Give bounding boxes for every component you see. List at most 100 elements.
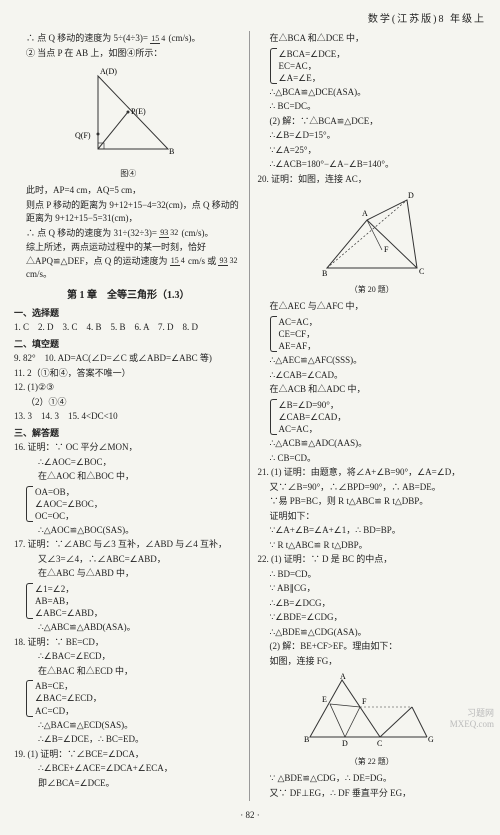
text: ∠BCA=∠DCE， (279, 48, 346, 60)
text: 此时，AP=4 cm，AQ=5 cm， (14, 184, 243, 198)
text: 22. (1) 证明：∵ D 是 BC 的中点， (258, 553, 487, 567)
text: ② 当点 P 在 AB 上，如图④所示： (14, 47, 243, 61)
label-G: G (428, 735, 434, 744)
content-columns: ∴ 点 Q 移动的速度为 5÷(4÷3)= 154 (cm/s)。 ② 当点 P… (14, 31, 486, 801)
brace-icon (26, 583, 33, 619)
watermark: 习题网 MXEQ.com (450, 708, 494, 730)
section-select: 一、选择题 (14, 307, 243, 321)
text: CE=CF， (279, 328, 318, 340)
text: ∴∠AOC=∠BOC， (14, 456, 243, 470)
text: 在△AEC 与△AFC 中， (258, 300, 487, 314)
fig-caption: 图④ (14, 168, 243, 180)
text: ∠BAC=∠ECD， (35, 692, 102, 704)
text: 13. 3 14. 3 15. 4<DC<10 (14, 410, 243, 424)
text: ∴△ACB≌△ADC(AAS)。 (258, 437, 487, 451)
text: AC=CD， (35, 705, 102, 717)
text: ∵∠BDE=∠CDG， (258, 611, 487, 625)
text: EC=AC， (279, 60, 346, 72)
brace-group: ∠1=∠2， AB=AB， ∠ABC=∠ABD， (26, 583, 243, 619)
label-P: P(E) (131, 107, 146, 116)
text: ∴ CB=CD。 (258, 452, 487, 466)
label-A: A(D) (100, 67, 117, 76)
num: 15 (170, 256, 180, 266)
den: 4 (180, 256, 186, 265)
text: ∵ AB∥CG， (258, 582, 487, 596)
page-header: 数学(江苏版)8 年级上 (14, 12, 486, 27)
text: ∴△BAC≌△ECD(SAS)。 (14, 719, 243, 733)
text: ∴ BC=DC。 (258, 100, 487, 114)
chapter-title: 第 1 章 全等三角形（1.3） (14, 288, 243, 303)
text: ∴△BCA≌△DCE(ASA)。 (258, 86, 487, 100)
fraction: 154 (150, 35, 166, 43)
num: 93 (218, 256, 228, 266)
text: AB=CE， (35, 680, 102, 692)
text: ∴△AEC≌△AFC(SSS)。 (258, 354, 487, 368)
brace-group: ∠BCA=∠DCE， EC=AC， ∠A=∠E， (270, 48, 487, 84)
txt: (cm/s)。 (168, 33, 200, 43)
num: 15 (150, 34, 160, 44)
watermark-line: 习题网 (450, 708, 494, 719)
text: 在△BCA 和△DCE 中， (258, 32, 487, 46)
brace-icon (270, 399, 277, 435)
text: 16. 证明：∵ OC 平分∠MON， (14, 441, 243, 455)
page-footer: · 82 · (14, 809, 486, 823)
txt: cm/s 或 (188, 256, 216, 266)
text: 19. (1) 证明：∵∠BCE=∠DCA， (14, 748, 243, 762)
text: ∴∠CAB=∠CAD。 (258, 369, 487, 383)
section-fill: 二、填空题 (14, 338, 243, 352)
text: 在△ABC 与△ABD 中， (14, 567, 243, 581)
text: 又∠3=∠4，∴∠ABC=∠ABD， (14, 553, 243, 567)
text: AE=AF， (279, 340, 318, 352)
fraction: 154 (170, 257, 186, 265)
text: ∴△ABC≌△ABD(ASA)。 (14, 621, 243, 635)
text: 11. 2（①和④，答案不唯一） (14, 367, 243, 381)
label-C: C (419, 267, 424, 276)
text: 如图，连接 FG， (258, 655, 487, 669)
text: ∵∠A+∠B=∠A+∠1，∴ BD=BP。 (258, 524, 487, 538)
text: AC=AC， (279, 316, 318, 328)
text: (2) 解：BE+CF>EF。理由如下： (258, 640, 487, 654)
den: 4 (160, 34, 166, 43)
text: (2) 解：∵△BCA≌△DCE， (258, 115, 487, 129)
label-F: F (362, 697, 367, 706)
label-F: F (384, 245, 389, 254)
text: ∴∠B=∠DCG， (258, 597, 487, 611)
text: ∠A=∠E， (279, 72, 346, 84)
fig-caption: （第 20 题） (258, 284, 487, 296)
text: ∴∠BCE+∠ACE=∠DCA+∠ECA， (14, 762, 243, 776)
fig-caption: （第 22 题） (258, 756, 487, 768)
text: AC=AC， (279, 423, 347, 435)
text: 21. (1) 证明：由题意，将∠A+∠B=90°，∠A=∠D， (258, 466, 487, 480)
fraction: 9332 (159, 229, 179, 237)
text: 18. 证明：∵ BE=CD， (14, 636, 243, 650)
text: 则点 P 移动的距离为 9+12+15−4=32(cm)，点 Q 移动的距离为 … (14, 199, 243, 226)
section-answer: 三、解答题 (14, 427, 243, 441)
text: ∴ 点 Q 移动的速度为 31÷(32÷3)= 9332 (cm/s)。 (14, 227, 243, 241)
left-column: ∴ 点 Q 移动的速度为 5÷(4÷3)= 154 (cm/s)。 ② 当点 P… (14, 31, 250, 801)
figure-20: B A D C F (312, 190, 432, 280)
den: 32 (228, 256, 238, 265)
txt: (cm/s)。 (181, 228, 213, 238)
text: ∠1=∠2， (35, 583, 103, 595)
label-B: B (304, 735, 309, 744)
brace-group: AC=AC， CE=CF， AE=AF， (270, 316, 487, 352)
text: 在△AOC 和△BOC 中， (14, 470, 243, 484)
label-D: D (342, 739, 348, 748)
text: ∠ABC=∠ABD， (35, 607, 103, 619)
txt: cm/s。 (26, 269, 52, 279)
brace-group: ∠B=∠D=90°， ∠CAB=∠CAD， AC=AC， (270, 399, 487, 435)
text: 在△BAC 和△ECD 中， (14, 665, 243, 679)
brace-icon (270, 48, 277, 84)
brace-icon (270, 316, 277, 352)
brace-group: OA=OB， ∠AOC=∠BOC， OC=OC， (26, 486, 243, 522)
text: 又∵∠B=90°，∴∠BPD=90°，∴ AB=DE。 (258, 481, 487, 495)
text: （2）①④ (14, 396, 243, 410)
text: ∠CAB=∠CAD， (279, 411, 347, 423)
brace-group: AB=CE， ∠BAC=∠ECD， AC=CD， (26, 680, 243, 716)
figure-22: A B C D E F G (302, 672, 442, 752)
den: 32 (169, 228, 179, 237)
text: ∴ 点 Q 移动的速度为 5÷(4÷3)= 154 (cm/s)。 (14, 32, 243, 46)
text: 综上所述，两点运动过程中的某一时刻，恰好△APQ≌△DEF，点 Q 的运动速度为… (14, 241, 243, 282)
text: ∵∠A=25°， (258, 144, 487, 158)
text: ∵ △BDE≌△CDG，∴ DE=DG。 (258, 772, 487, 786)
